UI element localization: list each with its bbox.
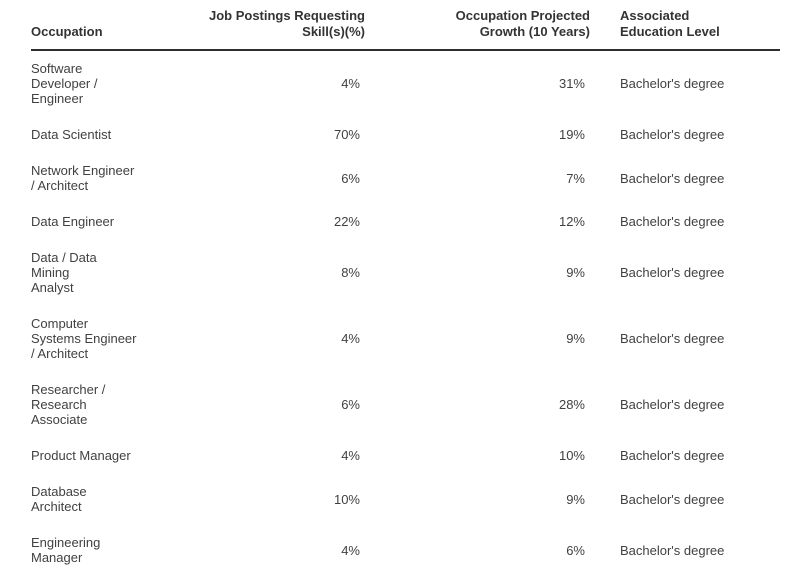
growth-pct-cell: 10% xyxy=(558,448,585,463)
occupation-cell: Data / Data Mining Analyst xyxy=(31,250,97,295)
education-cell: Bachelor's degree xyxy=(620,214,725,229)
table-row: Database Architect 10% 9% Bachelor's deg… xyxy=(31,474,780,525)
education-cell: Bachelor's degree xyxy=(620,170,725,186)
table-row: Engineering Manager 4% 6% Bachelor's deg… xyxy=(31,525,780,573)
growth-pct-cell: 9% xyxy=(566,491,585,507)
postings-pct-cell: 4% xyxy=(341,448,360,463)
table-row: Data / Data Mining Analyst 8% 9% Bachelo… xyxy=(31,240,780,306)
postings-pct-cell: 4% xyxy=(341,76,360,91)
occupation-cell: Database Architect xyxy=(31,484,87,514)
header-row: Occupation Job Postings Requesting Skill… xyxy=(31,8,780,51)
postings-pct-cell: 22% xyxy=(333,214,360,229)
education-cell: Bachelor's degree xyxy=(620,127,725,142)
table-row: Data Scientist 70% 19% Bachelor's degree xyxy=(31,117,780,153)
education-cell: Bachelor's degree xyxy=(620,397,725,412)
occupation-cell: Engineering Manager xyxy=(31,535,101,565)
table-row: Network Engineer / Architect 6% 7% Bache… xyxy=(31,153,780,204)
occupation-cell: Network Engineer / Architect xyxy=(31,163,135,193)
occupation-cell: Product Manager xyxy=(31,448,131,463)
education-cell: Bachelor's degree xyxy=(620,448,725,463)
education-cell: Bachelor's degree xyxy=(620,491,725,507)
occupation-cell: Data Engineer xyxy=(31,214,115,229)
table-row: Product Manager 4% 10% Bachelor's degree xyxy=(31,438,780,474)
education-cell: Bachelor's degree xyxy=(620,331,725,346)
postings-pct-cell: 6% xyxy=(341,397,360,412)
occupation-cell: Computer Systems Engineer / Architect xyxy=(31,316,137,361)
education-cell: Bachelor's degree xyxy=(620,76,725,91)
occupation-cell: Data Scientist xyxy=(31,127,112,142)
table-row: Data Engineer 22% 12% Bachelor's degree xyxy=(31,204,780,240)
growth-pct-cell: 28% xyxy=(558,397,585,412)
table-row: Computer Systems Engineer / Architect 4%… xyxy=(31,306,780,372)
postings-pct-cell: 6% xyxy=(341,170,360,186)
education-cell: Bachelor's degree xyxy=(620,542,725,558)
postings-pct-cell: 8% xyxy=(341,265,360,280)
occupations-table: Occupation Job Postings Requesting Skill… xyxy=(31,8,780,573)
growth-pct-cell: 19% xyxy=(558,127,585,142)
postings-pct-cell: 10% xyxy=(333,491,360,507)
postings-pct-cell: 70% xyxy=(333,127,360,142)
education-cell: Bachelor's degree xyxy=(620,265,725,280)
table-row: Researcher / Research Associate 6% 28% B… xyxy=(31,372,780,438)
col-header-projected-growth: Occupation Projected Growth (10 Years) xyxy=(365,8,590,51)
postings-pct-cell: 4% xyxy=(341,542,360,558)
growth-pct-cell: 6% xyxy=(566,542,585,558)
growth-pct-cell: 7% xyxy=(566,170,585,186)
col-header-education-level: Associated Education Level xyxy=(590,8,780,51)
table-row: Software Developer / Engineer 4% 31% Bac… xyxy=(31,50,780,117)
growth-pct-cell: 9% xyxy=(566,331,585,346)
growth-pct-cell: 9% xyxy=(566,265,585,280)
occupation-cell: Software Developer / Engineer xyxy=(31,61,98,106)
postings-pct-cell: 4% xyxy=(341,331,360,346)
col-header-job-postings: Job Postings Requesting Skill(s)(%) xyxy=(138,8,365,51)
growth-pct-cell: 31% xyxy=(558,76,585,91)
occupation-cell: Researcher / Research Associate xyxy=(31,382,106,427)
col-header-occupation: Occupation xyxy=(31,8,138,51)
growth-pct-cell: 12% xyxy=(558,214,585,229)
